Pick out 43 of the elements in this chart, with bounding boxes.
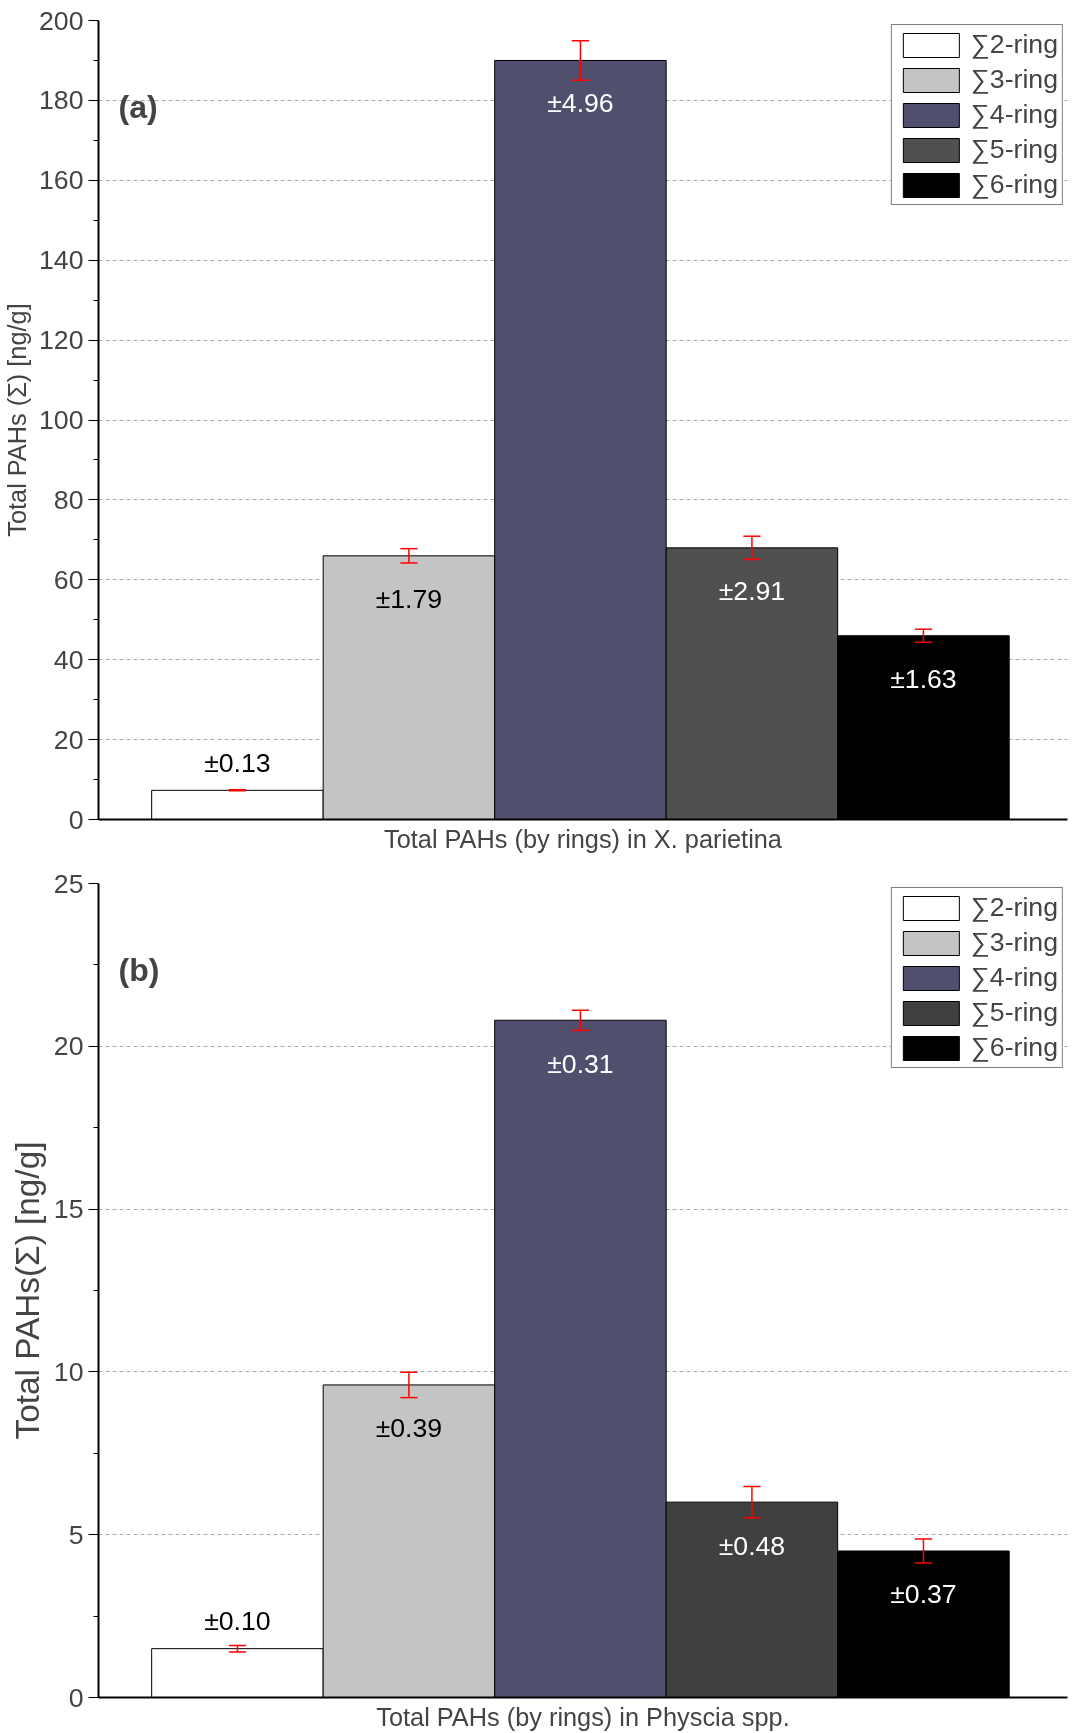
annotation: ±4.96 [547, 88, 614, 119]
x-axis-title: Total PAHs (by rings) in Physcia spp. [376, 1702, 790, 1731]
annotation: ±0.13 [204, 748, 271, 779]
annotation: ±0.39 [375, 1413, 443, 1444]
y-tick-label: 160 [39, 165, 84, 196]
y-tick-label: 60 [53, 564, 84, 595]
legend-label: ∑2-ring [970, 892, 1058, 923]
legend-label: ∑4-ring [970, 962, 1058, 993]
legend-label: ∑3-ring [970, 64, 1058, 95]
annotation: ±0.10 [204, 1606, 271, 1637]
legend-label: ∑6-ring [970, 169, 1058, 200]
y-tick-label: 180 [39, 85, 84, 116]
y-tick-label: 0 [68, 804, 84, 835]
legend-label: ∑6-ring [970, 1032, 1058, 1063]
legend-label: ∑4-ring [970, 99, 1058, 130]
legend-label: ∑5-ring [970, 134, 1058, 165]
annotation: ±2.91 [718, 575, 786, 606]
y-tick-label: 25 [53, 868, 84, 899]
y-axis-title: Total PAHs(Σ) [ng/g] [8, 1141, 46, 1440]
y-tick-label: 120 [39, 325, 84, 356]
legend-label: ∑2-ring [970, 29, 1058, 60]
annotation: (a) [118, 88, 158, 125]
y-tick-label: 40 [53, 644, 84, 675]
y-axis-title: Total PAHs (Σ) [ng/g] [3, 303, 32, 537]
annotation: ±1.79 [375, 583, 443, 614]
y-tick-label: 20 [53, 1031, 84, 1062]
annotation: ±0.48 [718, 1530, 786, 1561]
annotation: ±0.31 [547, 1048, 614, 1079]
y-tick-label: 20 [53, 724, 84, 755]
y-tick-label: 5 [68, 1519, 84, 1550]
legend-label: ∑5-ring [970, 997, 1058, 1028]
legend-label: ∑3-ring [970, 927, 1058, 958]
y-tick-label: 0 [68, 1682, 84, 1713]
annotation: ±1.63 [890, 663, 957, 694]
annotation: ±0.37 [890, 1579, 957, 1610]
y-tick-label: 200 [39, 5, 84, 36]
y-tick-label: 100 [39, 405, 84, 435]
y-tick-label: 15 [53, 1194, 84, 1225]
y-tick-label: 10 [53, 1356, 84, 1387]
annotation: (b) [118, 951, 160, 988]
y-tick-label: 80 [53, 484, 84, 515]
y-tick-label: 140 [39, 245, 84, 276]
x-axis-title: Total PAHs (by rings) in X. parietina [384, 824, 783, 853]
